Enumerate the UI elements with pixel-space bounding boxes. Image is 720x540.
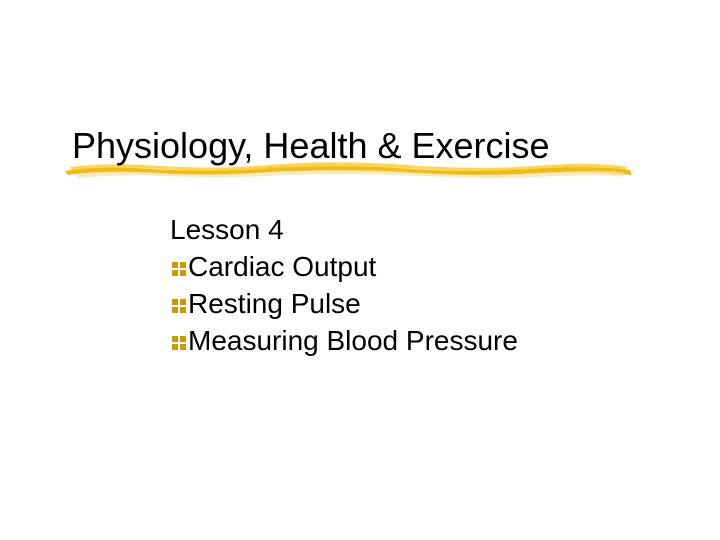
bullet-icon — [170, 256, 188, 282]
slide-subtitle: Lesson 4 — [170, 212, 630, 247]
bullet-text: Cardiac Output — [188, 249, 376, 284]
bullet-item: Measuring Blood Pressure — [170, 323, 630, 358]
bullet-item: Cardiac Output — [170, 249, 630, 284]
title-wrapper: Physiology, Health & Exercise — [72, 125, 642, 166]
bullet-icon — [170, 293, 188, 319]
bullet-item: Resting Pulse — [170, 286, 630, 321]
bullet-text: Resting Pulse — [188, 286, 361, 321]
bullet-icon — [170, 330, 188, 356]
bullet-text: Measuring Blood Pressure — [188, 323, 518, 358]
slide-container: Physiology, Health & Exercise Lesson 4 C… — [0, 0, 720, 540]
slide-title: Physiology, Health & Exercise — [72, 125, 642, 166]
content-block: Lesson 4 Cardiac Output Resting Pulse Me… — [170, 212, 630, 360]
